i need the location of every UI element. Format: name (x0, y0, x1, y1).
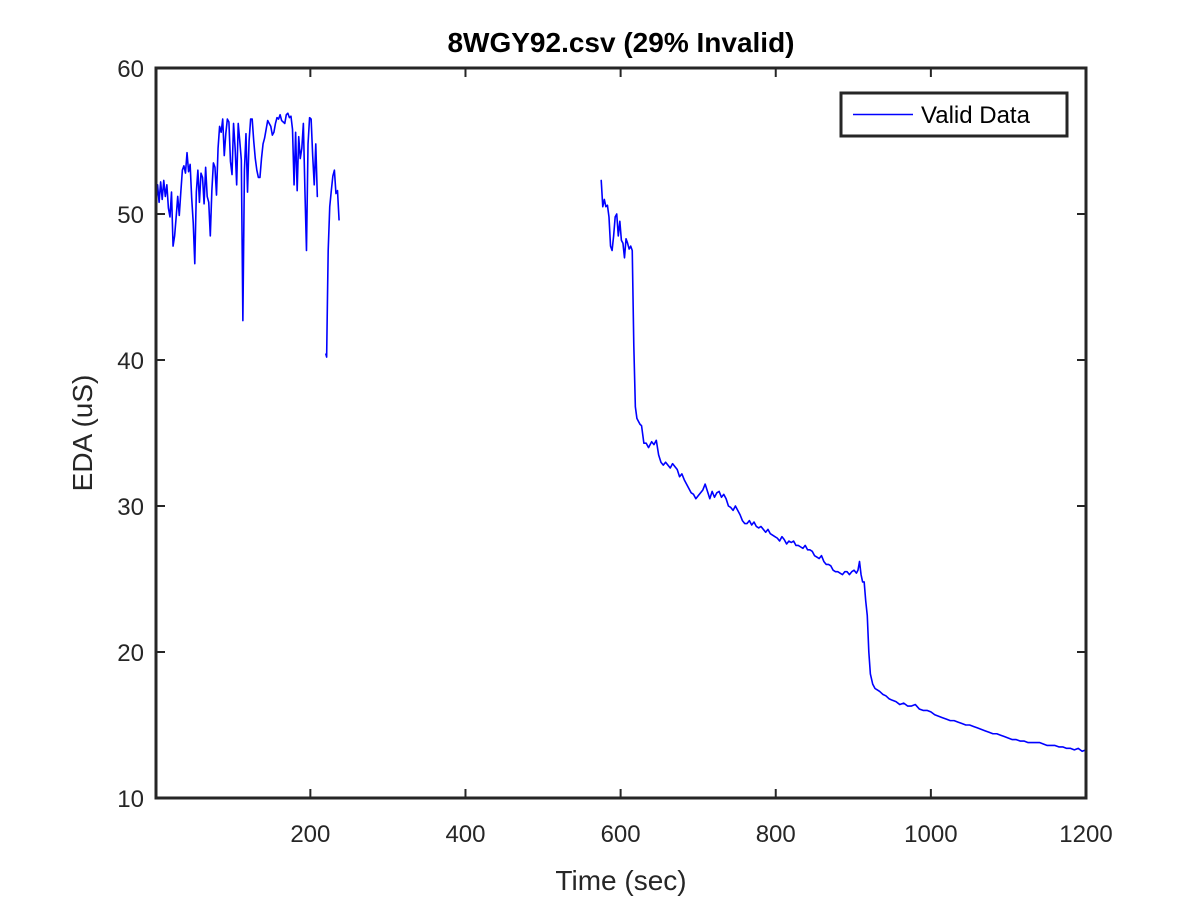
plot-area (156, 68, 1086, 798)
chart-title: 8WGY92.csv (29% Invalid) (447, 27, 794, 58)
y-tick-label: 30 (117, 494, 144, 521)
x-tick-label: 1200 (1059, 821, 1112, 848)
ticks-layer: 200 400 600 800 1000 1200 10 20 30 40 50 60 (117, 56, 1112, 848)
y-tick-label: 60 (117, 56, 144, 83)
legend: Valid Data (839, 91, 1069, 138)
y-tick-label: 10 (117, 786, 144, 813)
y-tick-label: 20 (117, 640, 144, 667)
x-tick-label: 1000 (904, 821, 957, 848)
series-valid-data-segment-3 (600, 179, 1087, 753)
y-tick-label: 50 (117, 202, 144, 229)
series-layer (155, 112, 1087, 753)
series-valid-data-segment-1 (155, 112, 319, 322)
series-valid-data-segment-2 (325, 169, 340, 358)
axes-box (154, 66, 1088, 800)
x-axis-label: Time (sec) (555, 865, 686, 896)
legend-label-valid-data: Valid Data (921, 102, 1031, 129)
x-tick-label: 800 (756, 821, 796, 848)
x-tick-label: 200 (290, 821, 330, 848)
x-tick-label: 400 (445, 821, 485, 848)
y-axis-label: EDA (uS) (67, 375, 98, 492)
y-tick-label: 40 (117, 348, 144, 375)
x-tick-label: 600 (601, 821, 641, 848)
